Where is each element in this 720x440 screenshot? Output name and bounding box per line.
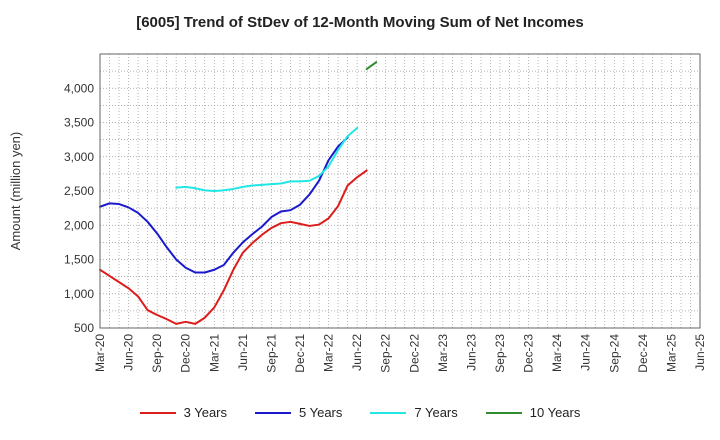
series-layer bbox=[99, 61, 378, 325]
plot-frame bbox=[99, 53, 701, 329]
x-tick-label: Jun-25 bbox=[693, 334, 707, 371]
legend-label: 5 Years bbox=[299, 405, 343, 420]
series-line-5-years bbox=[99, 136, 349, 274]
legend-item: 7 Years bbox=[370, 405, 458, 420]
x-tick-label: Dec-20 bbox=[179, 334, 193, 373]
y-tick-label: 4,000 bbox=[64, 81, 94, 95]
y-tick-label: 1,000 bbox=[64, 287, 94, 301]
x-tick-label: Mar-25 bbox=[664, 334, 678, 372]
legend-swatch bbox=[370, 411, 407, 414]
x-tick-label: Dec-22 bbox=[407, 334, 421, 373]
x-tick-label: Jun-21 bbox=[236, 334, 250, 371]
y-tick-label: 3,000 bbox=[64, 150, 94, 164]
y-tick-label: 2,500 bbox=[64, 184, 94, 198]
series-line-3-years bbox=[99, 169, 368, 325]
x-tick-label: Mar-21 bbox=[207, 334, 221, 372]
x-tick-label: Mar-24 bbox=[550, 334, 564, 372]
series-line-7-years bbox=[175, 126, 359, 192]
x-tick-label: Sep-21 bbox=[264, 334, 278, 373]
legend-label: 7 Years bbox=[414, 405, 458, 420]
y-tick-label: 1,500 bbox=[64, 253, 94, 267]
x-tick-label: Sep-20 bbox=[150, 334, 164, 373]
chart-title: [6005] Trend of StDev of 12-Month Moving… bbox=[136, 14, 584, 31]
x-tick-label: Dec-21 bbox=[293, 334, 307, 373]
x-tick-label: Jun-20 bbox=[122, 334, 136, 371]
x-tick-label: Sep-24 bbox=[607, 334, 621, 373]
x-tick-label: Mar-22 bbox=[322, 334, 336, 372]
legend-swatch bbox=[255, 411, 291, 414]
y-tick-label: 2,000 bbox=[64, 218, 94, 232]
x-tick-label: Jun-22 bbox=[350, 334, 364, 371]
y-tick-label: 500 bbox=[74, 321, 94, 335]
y-tick-label: 3,500 bbox=[64, 116, 94, 130]
x-tick-label: Sep-23 bbox=[493, 334, 507, 373]
x-tick-label: Sep-22 bbox=[379, 334, 393, 373]
x-tick-label: Dec-24 bbox=[636, 334, 650, 373]
y-axis-label: Amount (million yen) bbox=[8, 132, 23, 251]
legend-item: 5 Years bbox=[255, 405, 342, 420]
y-ticks: 500 1,000 1,500 2,000 2,500 3,000 3,500 4,000 bbox=[64, 81, 94, 335]
legend-label: 3 Years bbox=[183, 405, 227, 420]
x-tick-label: Jun-23 bbox=[464, 334, 478, 371]
x-tick-label: Mar-23 bbox=[436, 334, 450, 372]
legend-item: 10 Years bbox=[485, 405, 581, 420]
legend: 3 Years 5 Years 7 Years 10 Years bbox=[0, 405, 720, 420]
x-tick-label: Mar-20 bbox=[93, 334, 107, 372]
x-tick-label: Jun-24 bbox=[579, 334, 593, 371]
legend-item: 3 Years bbox=[139, 405, 227, 420]
x-tick-label: Dec-23 bbox=[522, 334, 536, 373]
series-line-10-years bbox=[365, 61, 378, 71]
grid-layer bbox=[100, 54, 700, 328]
legend-swatch bbox=[139, 411, 176, 414]
legend-swatch bbox=[485, 411, 522, 414]
x-ticks: Mar-20 Jun-20 Sep-20 Dec-20 Mar-21 Jun-21 Sep-… bbox=[93, 334, 707, 373]
legend-label: 10 Years bbox=[529, 405, 581, 420]
